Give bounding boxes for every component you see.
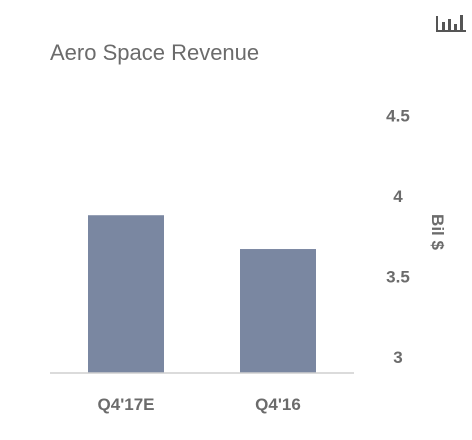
bar-0 (88, 215, 164, 373)
y-tick-label: 4.5 (386, 106, 410, 125)
x-tick-label: Q4'17E (98, 395, 155, 414)
bar-1 (240, 249, 316, 373)
bar-chart-icon[interactable] (434, 10, 468, 34)
chart-title: Aero Space Revenue (50, 40, 260, 65)
y-axis-label: Bil $ (428, 214, 447, 250)
y-tick-label: 4 (393, 187, 403, 206)
y-tick-label: 3.5 (386, 267, 410, 286)
y-tick-label: 3 (393, 348, 402, 367)
x-tick-label: Q4'16 (255, 395, 301, 414)
